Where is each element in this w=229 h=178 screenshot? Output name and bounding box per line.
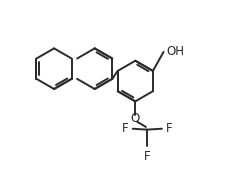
Text: OH: OH xyxy=(166,44,183,57)
Text: F: F xyxy=(166,122,172,135)
Text: F: F xyxy=(121,122,128,135)
Text: F: F xyxy=(143,150,150,163)
Text: O: O xyxy=(130,112,139,125)
